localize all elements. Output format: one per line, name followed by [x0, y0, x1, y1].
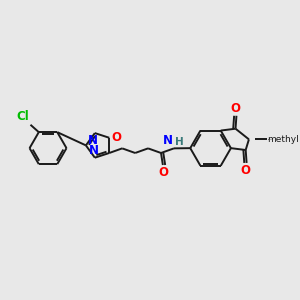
Text: H: H: [175, 137, 184, 147]
Text: O: O: [230, 102, 241, 115]
Text: N: N: [88, 134, 98, 147]
Text: O: O: [111, 131, 121, 144]
Text: methyl: methyl: [267, 135, 299, 144]
Text: methyl: methyl: [268, 139, 273, 140]
Text: O: O: [241, 164, 251, 177]
Text: Cl: Cl: [17, 110, 30, 123]
Text: O: O: [159, 166, 169, 179]
Text: N: N: [89, 144, 99, 157]
Text: N: N: [163, 134, 173, 147]
